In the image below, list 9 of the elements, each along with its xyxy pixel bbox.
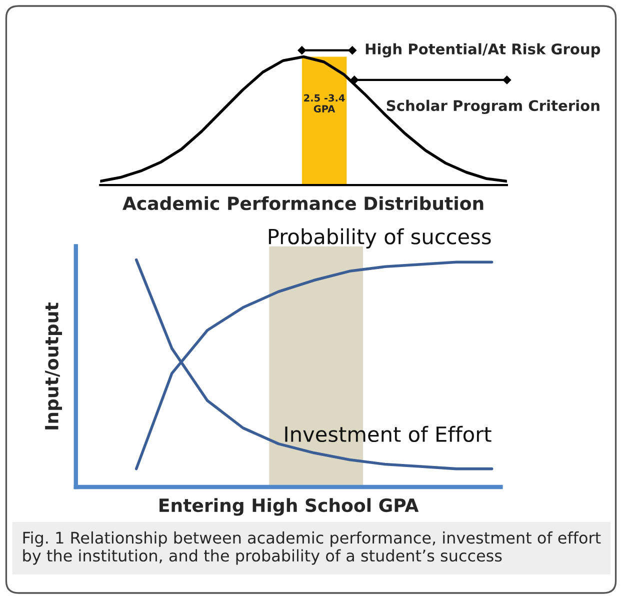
series-label: Investment of Effort <box>285 426 492 442</box>
annotation: Scholar Program Criterion <box>386 100 600 114</box>
annotation: High Potential/At Risk Group <box>366 43 600 58</box>
caption: Fig. 1 Relationship between academic performance, investment of effort by the institution, and the probability of a student’s success <box>23 531 601 565</box>
x-axis-title: Academic Performance Distribution <box>122 196 484 210</box>
series-label: Probability of success <box>268 228 491 248</box>
x-axis-title: Entering High School GPA <box>160 498 419 516</box>
annotation: 2.5 -3.4 GPA <box>304 94 345 112</box>
y-axis-title: Input/output <box>45 302 62 430</box>
